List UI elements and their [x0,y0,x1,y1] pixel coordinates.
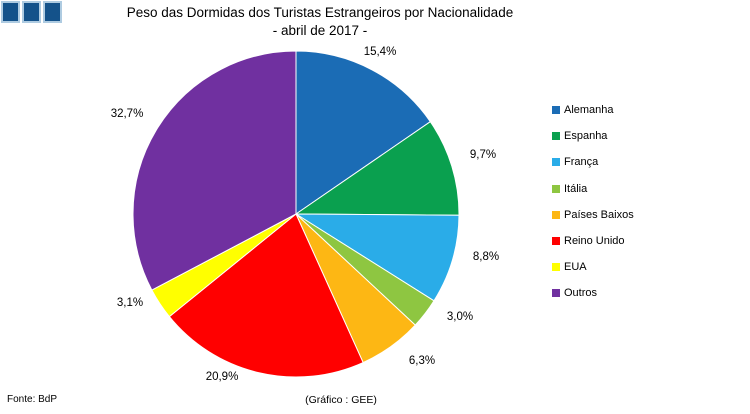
legend-label: Outros [564,287,598,300]
legend-swatch-icon [552,132,560,141]
legend-item-eua: EUA [552,254,634,280]
legend-label: Reino Unido [564,235,625,248]
slice-value-label-espanha: 9,7% [469,149,497,161]
slice-value-label-italia: 3,0% [446,311,474,323]
legend-item-franca: França [552,149,634,175]
legend-swatch-icon [552,237,560,246]
pie-slice-espanha [295,121,460,216]
pie-slice-franca [295,213,460,302]
legend: Alemanha Espanha França Itália Países Baixos… [552,97,634,307]
legend-item-italia: Itália [552,176,634,202]
slice-value-label-paises-baixos: 6,3% [408,355,436,367]
legend-label: França [564,156,599,169]
pie-slice-outros [132,50,297,291]
credit-note: (Gráfico : GEE) [305,394,377,406]
legend-label: Espanha [564,130,608,143]
legend-swatch-icon [552,158,560,167]
legend-label: Países Baixos [564,208,634,221]
legend-swatch-icon [552,289,560,298]
legend-swatch-icon [552,106,560,115]
legend-item-paises-baixos: Países Baixos [552,202,634,228]
legend-item-espanha: Espanha [552,123,634,149]
legend-item-reino-unido: Reino Unido [552,228,634,254]
slice-value-label-reino-unido: 20,9% [205,371,239,383]
legend-label: Alemanha [564,104,614,117]
chart-title-line1: Peso das Dormidas dos Turistas Estrangei… [126,5,514,20]
logo-square-icon [43,1,62,23]
legend-swatch-icon [552,184,560,193]
source-note: Fonte: BdP [7,394,58,405]
legend-item-outros: Outros [552,280,634,306]
logo-square-icon [1,1,20,23]
legend-item-alemanha: Alemanha [552,97,634,123]
logo-square-icon [22,1,41,23]
pie-slice-reino-unido [168,213,364,378]
legend-label: Itália [564,182,588,195]
slice-value-label-outros: 32,7% [110,108,144,120]
legend-swatch-icon [552,263,560,272]
legend-swatch-icon [552,210,560,219]
pie-slice-alemanha [295,50,431,215]
logo [1,1,62,23]
legend-label: EUA [564,261,587,274]
slice-value-label-franca: 8,8% [472,251,500,263]
slice-value-label-alemanha: 15,4% [363,46,397,58]
slice-value-label-eua: 3,1% [116,297,144,309]
chart-title-subtitle: - abril de 2017 - [272,23,368,38]
chart-title: Peso das Dormidas dos Turistas Estrangei… [0,4,640,40]
